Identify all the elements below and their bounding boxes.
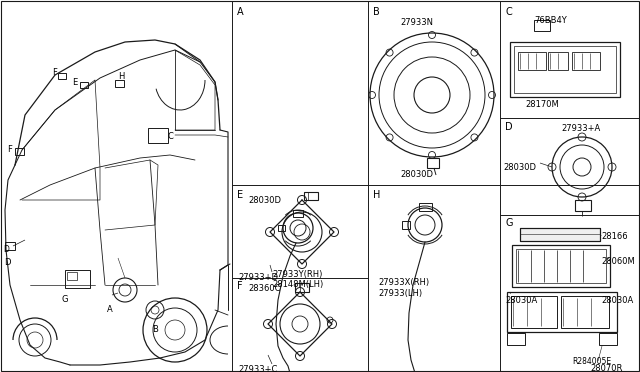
Text: E: E [237, 190, 243, 200]
Text: G: G [62, 295, 68, 304]
Text: G: G [505, 218, 513, 228]
Bar [514, 46, 616, 93]
Text: H: H [373, 190, 380, 200]
Bar [419, 203, 432, 211]
Text: 28148M(LH): 28148M(LH) [272, 280, 323, 289]
Bar [507, 333, 525, 345]
Bar [520, 228, 600, 241]
Text: 27933N: 27933N [400, 18, 433, 27]
Bar [80, 82, 88, 88]
Bar [599, 333, 617, 345]
Bar [510, 42, 620, 97]
Bar [148, 128, 168, 143]
Bar [518, 52, 546, 70]
Bar [304, 192, 318, 200]
Text: C: C [505, 7, 512, 17]
Text: 27933+A: 27933+A [561, 124, 600, 133]
Text: E: E [72, 78, 77, 87]
Bar [15, 148, 24, 155]
Text: 27933+C: 27933+C [238, 365, 277, 372]
Text: 27933+D: 27933+D [238, 273, 278, 282]
Bar [511, 296, 557, 328]
Bar [65, 270, 90, 288]
Text: A: A [107, 305, 113, 314]
Text: 28060M: 28060M [601, 257, 635, 266]
Bar [548, 52, 568, 70]
Text: F: F [237, 281, 243, 291]
Text: 28070R: 28070R [590, 364, 622, 372]
Bar [572, 52, 600, 70]
Bar [512, 245, 610, 287]
Text: D: D [4, 258, 10, 267]
Text: 28170M: 28170M [525, 100, 559, 109]
Bar [58, 73, 66, 79]
Bar [575, 200, 591, 211]
Bar [115, 80, 124, 87]
Text: 76BB4Y: 76BB4Y [534, 16, 567, 25]
Text: 27933Y(RH): 27933Y(RH) [272, 270, 323, 279]
Text: 27933(LH): 27933(LH) [378, 289, 422, 298]
Text: 27933X(RH): 27933X(RH) [378, 278, 429, 287]
Bar [534, 20, 550, 31]
Text: F: F [52, 68, 57, 77]
Bar [520, 228, 600, 241]
Bar [561, 296, 609, 328]
Text: 28166: 28166 [601, 232, 628, 241]
Text: 28030D: 28030D [248, 196, 281, 205]
Bar [293, 210, 303, 217]
Text: 28030D: 28030D [400, 170, 433, 179]
Text: A: A [237, 7, 244, 17]
Text: B: B [152, 325, 158, 334]
Bar [5, 242, 15, 250]
Text: 28360C: 28360C [248, 284, 280, 293]
Bar [295, 283, 309, 292]
Bar [67, 272, 77, 280]
Text: H: H [118, 72, 124, 81]
Text: 28030D: 28030D [503, 163, 536, 172]
Text: 28030A: 28030A [601, 296, 633, 305]
Bar [427, 158, 439, 168]
Bar [402, 221, 410, 229]
Text: C: C [168, 132, 174, 141]
Bar [278, 225, 285, 231]
Bar [516, 249, 606, 283]
Text: B: B [373, 7, 380, 17]
Bar [507, 292, 617, 332]
Text: D: D [505, 122, 513, 132]
Text: F: F [7, 145, 12, 154]
Text: R284005E: R284005E [572, 357, 611, 366]
Text: D: D [3, 245, 9, 254]
Text: 28030A: 28030A [505, 296, 537, 305]
